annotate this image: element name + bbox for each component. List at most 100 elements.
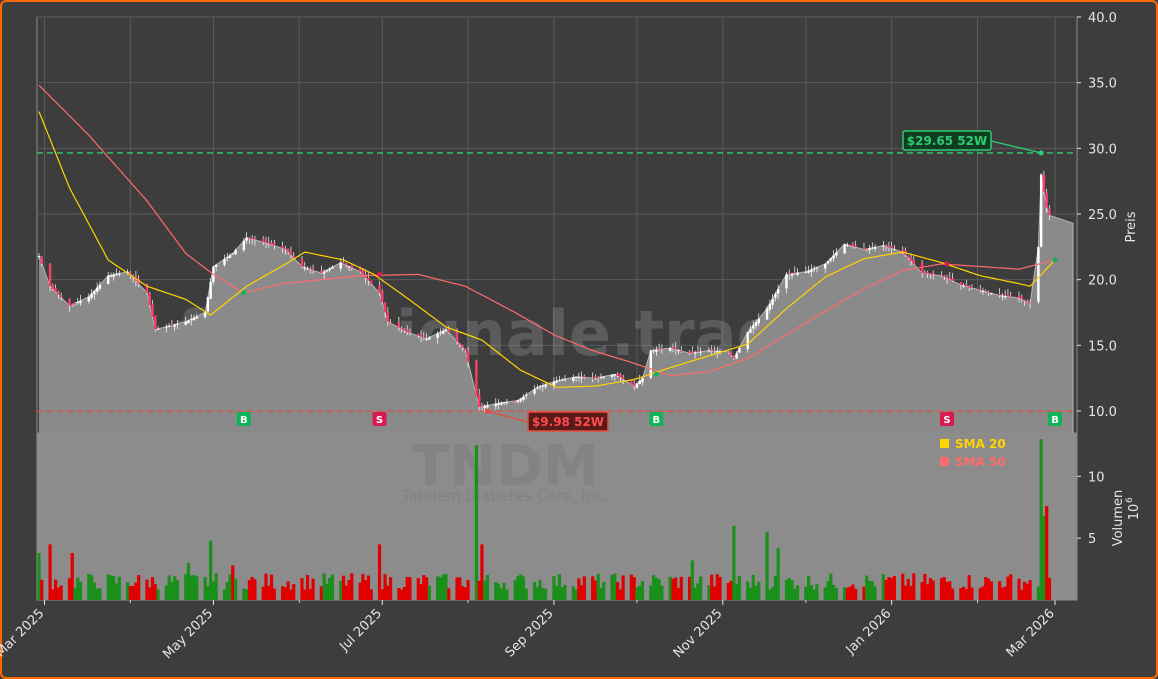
price-tick-label: 25.0	[1088, 208, 1117, 223]
volume-bar	[676, 587, 681, 600]
signal-badge-buy	[1048, 412, 1062, 426]
candle-body	[264, 241, 268, 243]
volume-bar	[1028, 580, 1032, 600]
candle-body	[851, 244, 855, 247]
candle-body	[727, 351, 730, 353]
volume-tick-label: 5	[1088, 532, 1096, 547]
candle-body	[54, 288, 57, 292]
price-tick-label: 10.0	[1088, 405, 1117, 420]
volume-bar	[945, 581, 949, 600]
candle-body	[422, 337, 426, 339]
candle-body	[436, 333, 439, 338]
candle-body	[389, 322, 392, 324]
volume-bar	[211, 581, 216, 600]
candle-body	[475, 360, 478, 396]
candle-body	[970, 287, 974, 289]
volume-bar	[231, 565, 235, 600]
volume-bar	[771, 586, 775, 600]
candle-body	[1020, 296, 1023, 300]
candle-body	[873, 247, 877, 249]
candle-body	[552, 381, 556, 386]
volume-bar	[942, 577, 946, 600]
volume-bar	[206, 585, 210, 600]
signal-point	[944, 261, 950, 267]
volume-bar	[657, 579, 661, 600]
volume-bar	[986, 578, 991, 600]
volume-bar	[477, 580, 481, 600]
candle-body	[345, 264, 348, 266]
candle-body	[671, 347, 675, 349]
volume-bar	[867, 580, 872, 600]
volume-bar	[466, 580, 470, 600]
candle-body	[386, 311, 390, 322]
volume-bar	[1020, 589, 1024, 600]
candle-body	[262, 238, 265, 243]
high-52w-label: $29.65 52W	[907, 134, 987, 148]
candle-body	[248, 237, 251, 239]
candle-body	[378, 284, 381, 293]
volume-bar	[984, 576, 988, 600]
volume-bar	[48, 544, 52, 600]
volume-bar	[795, 585, 800, 600]
candle-body	[367, 278, 370, 281]
candle-body	[854, 245, 857, 248]
candle-body	[145, 283, 149, 293]
candle-body	[871, 247, 874, 249]
volume-bar	[707, 585, 711, 600]
volume-bar	[629, 574, 634, 600]
volume-bar	[901, 573, 905, 600]
date-tick-label: May 2025	[160, 606, 216, 662]
candle-body	[1009, 295, 1012, 297]
candle-body	[203, 312, 207, 317]
volume-bar	[696, 583, 700, 600]
candle-body	[1045, 192, 1048, 208]
signal-label: B	[240, 415, 248, 426]
candle-body	[630, 380, 633, 385]
candle-body	[691, 351, 694, 353]
volume-bar	[513, 580, 517, 600]
high-52w-box	[902, 130, 992, 151]
volume-bar	[261, 586, 265, 600]
price-tick-label: 35.0	[1088, 77, 1117, 92]
candle-body	[774, 293, 777, 298]
volume-bar	[192, 574, 196, 600]
candle-body	[765, 308, 769, 320]
volume-bar	[602, 581, 606, 600]
volume-bar	[364, 580, 368, 600]
candle-body	[940, 274, 943, 276]
volume-bar	[884, 579, 888, 600]
volume-bar	[613, 573, 617, 600]
candle-body	[990, 293, 993, 295]
candle-body	[95, 287, 99, 292]
candle-body	[403, 328, 406, 331]
volume-bar	[281, 586, 285, 600]
candle-body	[660, 348, 664, 350]
candle-body	[1017, 295, 1021, 299]
volume-multiplier-exp: 6	[1125, 497, 1135, 503]
volume-bar	[203, 576, 207, 600]
volume-bar	[538, 579, 542, 600]
sma20-line	[38, 111, 1056, 389]
volume-bar	[214, 573, 218, 600]
candle-body	[610, 374, 614, 377]
candle-body	[635, 383, 639, 388]
volume-bar	[557, 574, 562, 600]
signal-point	[1052, 257, 1058, 263]
candle-body	[513, 400, 517, 402]
volume-axis-label: Volumen	[1111, 490, 1126, 547]
candle-body	[525, 394, 528, 396]
candle-body	[738, 347, 741, 353]
candle-body	[93, 290, 96, 295]
candle-body	[652, 350, 655, 352]
volume-bar	[948, 581, 952, 600]
volume-bar	[350, 573, 354, 600]
candle-body	[383, 303, 387, 313]
volume-bar	[679, 576, 683, 600]
candle-body	[466, 350, 470, 362]
candle-body	[48, 263, 52, 287]
candle-body	[522, 396, 525, 400]
candle-body	[497, 403, 500, 405]
candle-body	[649, 350, 653, 378]
date-tick-label: Mar 2026	[1004, 606, 1058, 660]
candle-body	[428, 337, 431, 340]
